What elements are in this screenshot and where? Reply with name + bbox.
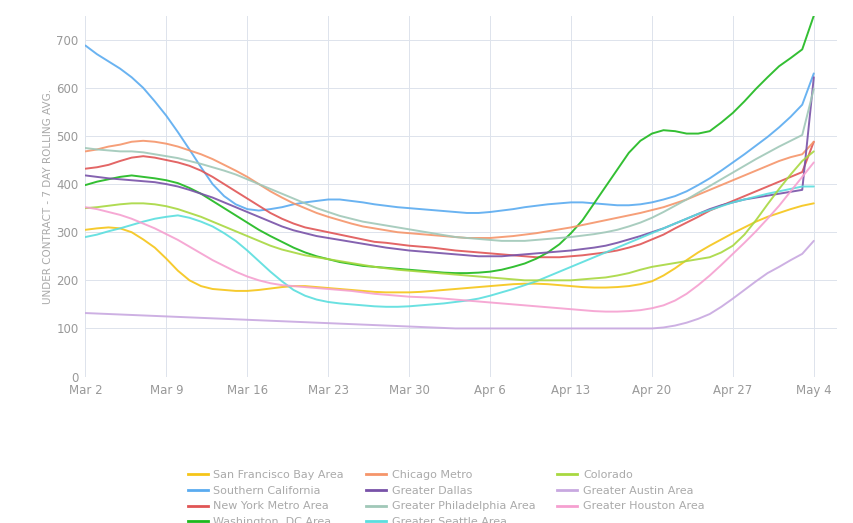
Legend: San Francisco Bay Area, Southern California, New York Metro Area, Washington, DC: San Francisco Bay Area, Southern Califor… [188, 470, 704, 523]
Y-axis label: UNDER CONTRACT - 7 DAY ROLLING AVG.: UNDER CONTRACT - 7 DAY ROLLING AVG. [43, 88, 53, 304]
